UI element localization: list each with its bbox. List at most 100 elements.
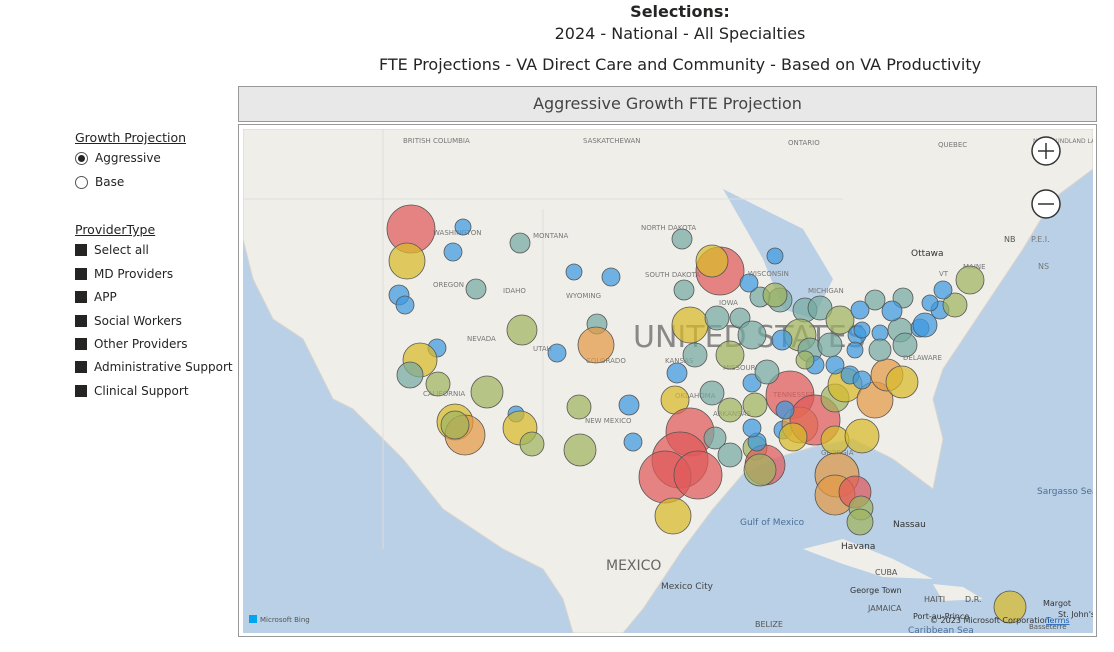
bubble[interactable] — [807, 295, 833, 321]
map-label: SASKATCHEWAN — [583, 137, 641, 145]
bubble[interactable] — [717, 442, 743, 468]
bubble[interactable] — [742, 418, 762, 438]
bubble[interactable] — [666, 362, 688, 384]
map-label: Nassau — [893, 520, 926, 530]
bubble[interactable] — [454, 218, 472, 236]
bubble[interactable] — [519, 431, 545, 457]
bubble[interactable] — [850, 300, 870, 320]
bubble[interactable] — [771, 329, 793, 351]
bubble[interactable] — [864, 289, 886, 311]
map-label: HAITI — [924, 595, 945, 604]
bubble[interactable] — [817, 332, 843, 358]
checkbox-option[interactable]: Social Workers — [75, 314, 182, 328]
bubble[interactable] — [942, 292, 968, 318]
bubble[interactable] — [762, 282, 788, 308]
map-label: VT — [939, 270, 949, 278]
bubble[interactable] — [852, 370, 872, 390]
checkbox-option[interactable]: Clinical Support — [75, 384, 189, 398]
bubble[interactable] — [846, 341, 864, 359]
bubble[interactable] — [737, 320, 767, 350]
selections-title: Selections: — [630, 2, 730, 21]
bing-logo — [249, 615, 257, 623]
terms-link[interactable]: Terms — [1045, 616, 1070, 625]
checkbox-option[interactable]: MD Providers — [75, 267, 173, 281]
bubble[interactable] — [955, 265, 985, 295]
bubble[interactable] — [844, 418, 880, 454]
bubble[interactable] — [717, 397, 743, 423]
checkbox-option[interactable]: APP — [75, 290, 117, 304]
radio-option[interactable]: Aggressive — [75, 151, 161, 165]
option-label: Other Providers — [94, 337, 188, 351]
bubble[interactable] — [506, 314, 538, 346]
map-label: OKLAHOMA — [675, 392, 716, 400]
bubble[interactable] — [388, 242, 426, 280]
bubble[interactable] — [601, 267, 621, 287]
checkbox-option[interactable]: Select all — [75, 243, 149, 257]
bubble[interactable] — [699, 380, 725, 406]
bubble[interactable] — [563, 433, 597, 467]
bubble[interactable] — [743, 453, 777, 487]
bubble[interactable] — [993, 590, 1027, 624]
bubble[interactable] — [868, 338, 892, 362]
radio-option[interactable]: Base — [75, 175, 124, 189]
bubble[interactable] — [825, 355, 845, 375]
bubble[interactable] — [704, 305, 730, 331]
bubble[interactable] — [825, 305, 855, 335]
bubble[interactable] — [395, 295, 415, 315]
map-label: ONTARIO — [788, 139, 820, 147]
hispaniola — [933, 584, 983, 601]
bubble[interactable] — [565, 263, 583, 281]
bubble[interactable] — [654, 497, 692, 535]
bubble[interactable] — [775, 400, 795, 420]
bubble[interactable] — [820, 425, 850, 455]
bubble[interactable] — [766, 247, 784, 265]
option-label: Administrative Support — [94, 360, 233, 374]
checkbox-option[interactable]: Administrative Support — [75, 360, 233, 374]
bubble[interactable] — [671, 306, 709, 344]
bubble[interactable] — [695, 244, 729, 278]
bubble[interactable] — [715, 340, 745, 370]
bubble[interactable] — [892, 332, 918, 358]
bubble[interactable] — [673, 279, 695, 301]
bubble[interactable] — [671, 228, 693, 250]
bubble[interactable] — [470, 375, 504, 409]
bubble[interactable] — [618, 394, 640, 416]
bubble[interactable] — [440, 410, 470, 440]
bubble[interactable] — [577, 326, 615, 364]
bubble[interactable] — [443, 242, 463, 262]
bubble[interactable] — [509, 232, 531, 254]
bubble[interactable] — [673, 450, 723, 500]
map[interactable]: BRITISH COLUMBIA SASKATCHEWAN ONTARIO QUEBE… — [243, 129, 1093, 633]
bubble[interactable] — [754, 359, 780, 385]
bubble[interactable] — [885, 365, 919, 399]
map-label: BELIZE — [755, 620, 783, 629]
map-label: NEW MEXICO — [585, 417, 632, 425]
bubble[interactable] — [566, 394, 592, 420]
bubble[interactable] — [795, 350, 815, 370]
map-label: NEWFOUNDLAND LABRADOR — [1033, 138, 1093, 145]
map-frame — [238, 124, 1097, 637]
bubble[interactable] — [623, 432, 643, 452]
bubble[interactable] — [547, 343, 567, 363]
zoom-out[interactable] — [1031, 189, 1061, 219]
bubble[interactable] — [933, 280, 953, 300]
bubble[interactable] — [742, 392, 768, 418]
map-label: Basseterre — [1029, 623, 1067, 631]
checkbox-option[interactable]: Other Providers — [75, 337, 188, 351]
bubble[interactable] — [739, 273, 759, 293]
bubble[interactable] — [778, 422, 808, 452]
bubble[interactable] — [682, 342, 708, 368]
bubble[interactable] — [853, 321, 871, 339]
bubble[interactable] — [912, 312, 938, 338]
map-label: NEVADA — [467, 335, 496, 343]
bubble[interactable] — [425, 371, 451, 397]
bubble[interactable] — [396, 361, 424, 389]
bubble[interactable] — [703, 426, 727, 450]
bubble[interactable] — [465, 278, 487, 300]
zoom-in[interactable] — [1031, 136, 1061, 166]
bubble[interactable] — [921, 294, 939, 312]
bubble[interactable] — [846, 508, 874, 536]
map-label: MICHIGAN — [808, 287, 844, 295]
checkbox — [75, 361, 87, 373]
bubble[interactable] — [881, 300, 903, 322]
